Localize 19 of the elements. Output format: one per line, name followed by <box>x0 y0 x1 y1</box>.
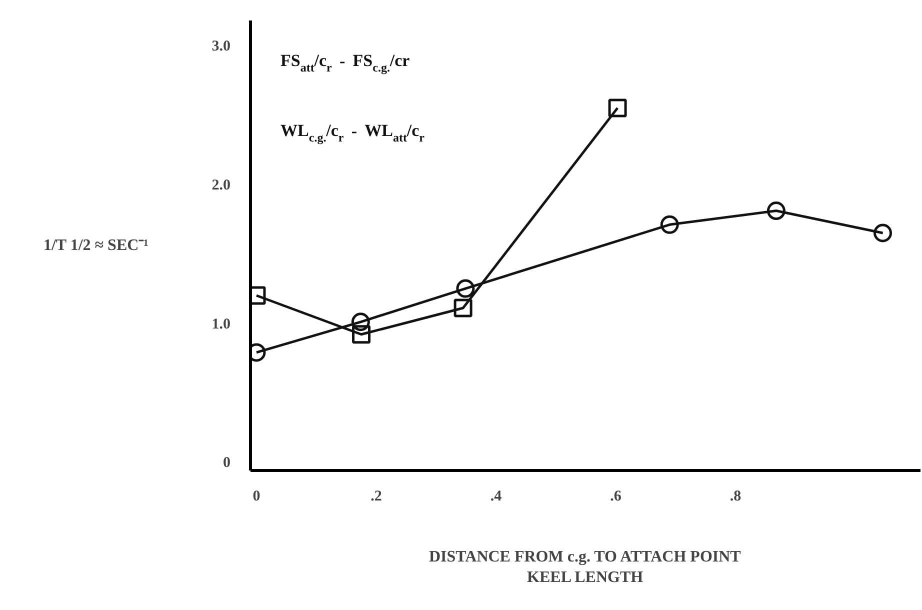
point <box>766 202 786 220</box>
point <box>874 224 892 242</box>
x-axis-title: DISTANCE FROM c.g. TO ATTACH POINT KEEL LENGTH <box>428 548 742 586</box>
point <box>352 325 371 344</box>
point <box>608 98 627 118</box>
x-tick-label: .4 <box>490 488 502 504</box>
y-tick-label: 3.0 <box>212 38 230 54</box>
y-tick-label: 0 <box>223 455 230 472</box>
point <box>456 279 475 298</box>
x-tick-label: .2 <box>370 488 382 504</box>
y-axis-title: 1/T 1/2 ≈ SEC⁻¹ <box>43 237 149 254</box>
point <box>351 312 370 332</box>
y-tick-label: 2.0 <box>212 177 230 194</box>
y-tick-label: 1.0 <box>212 316 230 332</box>
point <box>454 298 472 318</box>
x-tick-label: 0 <box>252 488 260 504</box>
x-tick-label: .6 <box>610 488 622 504</box>
x-tick-label: .8 <box>730 488 742 504</box>
point <box>660 215 679 234</box>
